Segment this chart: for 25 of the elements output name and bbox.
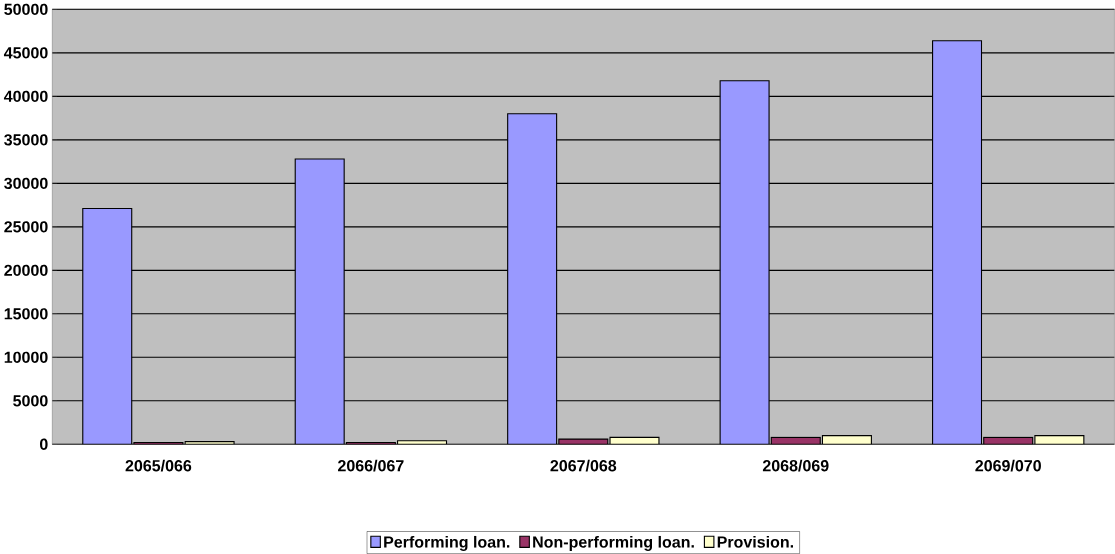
x-tick-label: 2067/068 [550,459,617,472]
bar [719,80,770,445]
x-tick-label: 2066/067 [338,459,404,472]
bar [82,208,133,445]
y-tick-label: 15000 [4,308,48,320]
y-tick-label: 0 [39,438,48,451]
y-tick-label: 35000 [4,134,48,146]
y-tick-label: 30000 [4,177,48,190]
bar [294,158,345,445]
y-tick-label: 40000 [3,90,48,103]
legend-label: Non-performing loan. [533,536,694,551]
y-tick-label: 10000 [4,351,48,364]
y-tick-label: 5000 [13,395,48,407]
legend-label: Performing loan. [384,536,510,551]
bar [822,435,872,445]
bar [507,113,558,445]
bar [932,40,983,445]
y-tick-label: 45000 [3,47,48,59]
x-tick-label: 2068/069 [762,459,829,472]
legend-label: Provision. [717,536,794,548]
y-tick-label: 20000 [4,264,48,277]
x-tick-label: 2065/066 [125,459,192,472]
y-tick-label: 25000 [4,221,48,233]
y-tick-label: 50000 [4,3,48,16]
x-tick-label: 2069/070 [975,459,1041,472]
